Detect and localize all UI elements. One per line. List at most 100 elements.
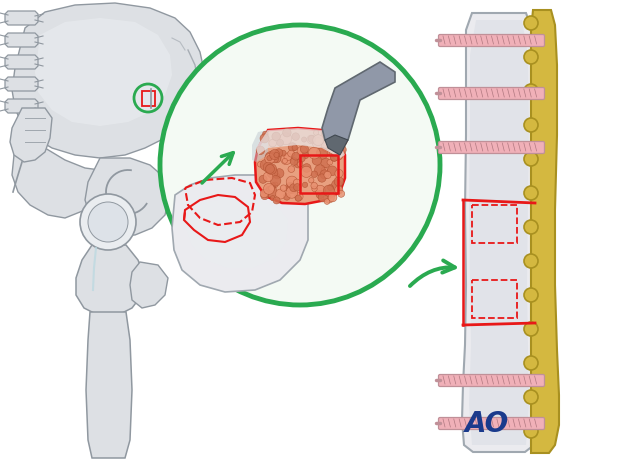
Polygon shape	[322, 62, 395, 145]
Circle shape	[160, 25, 440, 305]
Circle shape	[270, 175, 281, 186]
Circle shape	[332, 143, 343, 154]
Circle shape	[288, 143, 297, 151]
Circle shape	[294, 192, 303, 201]
Polygon shape	[5, 11, 38, 25]
Bar	[472, 280, 517, 318]
Circle shape	[311, 182, 317, 189]
Polygon shape	[12, 3, 205, 158]
Circle shape	[265, 186, 277, 198]
Polygon shape	[255, 128, 345, 204]
Bar	[472, 205, 517, 243]
Circle shape	[280, 185, 286, 191]
Circle shape	[328, 144, 339, 154]
Circle shape	[312, 134, 324, 146]
Circle shape	[293, 179, 301, 186]
Circle shape	[264, 172, 273, 182]
Circle shape	[300, 145, 309, 153]
Circle shape	[318, 174, 326, 182]
Circle shape	[316, 147, 328, 159]
Circle shape	[262, 131, 268, 137]
Circle shape	[312, 138, 324, 149]
Circle shape	[524, 322, 538, 336]
Circle shape	[283, 193, 290, 200]
Circle shape	[330, 153, 339, 161]
Circle shape	[323, 185, 334, 196]
Circle shape	[297, 146, 308, 157]
Polygon shape	[256, 128, 345, 158]
Circle shape	[324, 199, 330, 204]
Circle shape	[270, 196, 275, 201]
Circle shape	[292, 133, 299, 140]
Circle shape	[288, 166, 294, 173]
Circle shape	[335, 152, 342, 160]
Circle shape	[285, 182, 296, 192]
Circle shape	[294, 184, 301, 191]
Circle shape	[268, 185, 274, 191]
Circle shape	[302, 152, 309, 159]
Circle shape	[280, 133, 292, 145]
Circle shape	[260, 134, 269, 143]
Polygon shape	[5, 33, 38, 47]
Circle shape	[287, 184, 297, 194]
Circle shape	[327, 160, 332, 165]
Polygon shape	[10, 108, 52, 162]
Circle shape	[524, 254, 538, 268]
Circle shape	[290, 184, 298, 192]
Circle shape	[270, 183, 276, 189]
FancyBboxPatch shape	[438, 375, 544, 386]
Circle shape	[315, 185, 326, 196]
Circle shape	[260, 190, 268, 198]
Circle shape	[288, 150, 294, 157]
Circle shape	[335, 186, 343, 194]
Circle shape	[311, 171, 317, 178]
Circle shape	[267, 167, 278, 178]
Circle shape	[301, 137, 307, 142]
Circle shape	[272, 132, 280, 141]
Circle shape	[265, 151, 277, 163]
Circle shape	[524, 186, 538, 200]
Circle shape	[337, 135, 347, 146]
Circle shape	[324, 171, 331, 179]
Circle shape	[524, 118, 538, 132]
Circle shape	[324, 135, 331, 142]
Circle shape	[259, 175, 267, 183]
Circle shape	[88, 202, 128, 242]
Circle shape	[312, 156, 322, 165]
FancyBboxPatch shape	[438, 88, 544, 100]
Circle shape	[275, 149, 283, 157]
Circle shape	[322, 128, 333, 139]
Circle shape	[303, 182, 308, 188]
Circle shape	[332, 133, 339, 140]
Circle shape	[316, 190, 324, 199]
Circle shape	[314, 165, 326, 176]
Circle shape	[280, 150, 286, 156]
Circle shape	[307, 135, 316, 144]
Circle shape	[309, 147, 321, 159]
Circle shape	[264, 184, 275, 194]
Circle shape	[286, 186, 298, 198]
Circle shape	[524, 220, 538, 234]
Circle shape	[321, 167, 328, 174]
Polygon shape	[186, 198, 288, 268]
Circle shape	[327, 166, 337, 176]
Circle shape	[271, 156, 278, 163]
Circle shape	[312, 186, 317, 191]
Circle shape	[273, 197, 280, 204]
Circle shape	[301, 166, 312, 178]
Circle shape	[264, 162, 273, 173]
Circle shape	[321, 141, 332, 152]
Text: AO: AO	[465, 410, 509, 438]
Circle shape	[321, 158, 330, 168]
Polygon shape	[172, 175, 308, 292]
Circle shape	[266, 164, 277, 174]
Circle shape	[282, 158, 288, 163]
Circle shape	[335, 169, 343, 178]
Circle shape	[324, 192, 334, 203]
FancyBboxPatch shape	[438, 141, 544, 153]
Circle shape	[524, 152, 538, 166]
Polygon shape	[462, 13, 538, 452]
Polygon shape	[35, 18, 172, 126]
Circle shape	[80, 194, 136, 250]
Polygon shape	[12, 125, 100, 218]
